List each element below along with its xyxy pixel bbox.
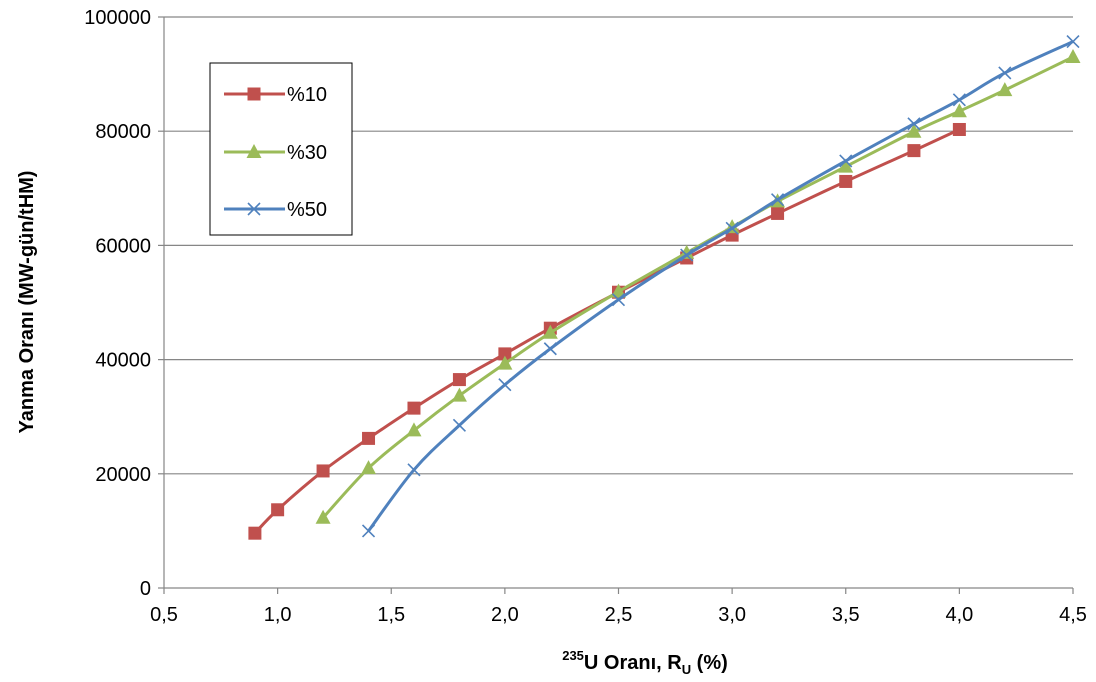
data-point xyxy=(771,193,785,207)
series-pct50 xyxy=(361,34,1080,538)
legend-label: %30 xyxy=(287,142,327,164)
y-tick-label: 60000 xyxy=(95,235,151,257)
data-point xyxy=(839,174,853,188)
x-tick-label: 2,0 xyxy=(491,604,519,626)
series-group xyxy=(248,34,1081,540)
data-point xyxy=(951,103,967,118)
axes xyxy=(158,16,1074,594)
data-point xyxy=(316,464,330,478)
data-point xyxy=(452,418,466,432)
x-axis-title-post: (%) xyxy=(691,652,728,674)
legend-swatch-marker xyxy=(246,144,262,158)
y-tick-label: 20000 xyxy=(95,464,151,486)
y-axis-title: Yanma Oranı (MW-gün/tHM) xyxy=(16,171,38,434)
data-point xyxy=(451,387,467,402)
y-tick-label: 100000 xyxy=(84,7,151,29)
series-line xyxy=(253,128,961,535)
data-point xyxy=(543,342,557,356)
data-point xyxy=(997,82,1013,97)
data-point xyxy=(998,66,1012,80)
x-tick-label: 4,0 xyxy=(945,604,973,626)
series-line xyxy=(367,40,1074,532)
data-point xyxy=(839,154,853,168)
x-tick-label: 2,5 xyxy=(605,604,633,626)
data-point xyxy=(248,526,262,540)
data-point xyxy=(1065,48,1081,63)
data-point xyxy=(611,293,626,307)
data-point xyxy=(407,463,421,477)
data-point xyxy=(838,158,854,173)
data-point xyxy=(361,524,376,538)
x-axis-title-subscript: U xyxy=(682,662,691,677)
x-tick-label: 0,5 xyxy=(150,604,178,626)
data-point xyxy=(907,144,921,158)
legend-swatch-marker xyxy=(247,87,261,101)
data-point xyxy=(771,206,785,220)
x-axis-title-main: U Oranı, R xyxy=(584,652,682,674)
data-point xyxy=(498,347,512,361)
y-tick-label: 40000 xyxy=(95,350,151,372)
data-point xyxy=(952,122,966,136)
legend-item: %10 xyxy=(224,84,327,106)
legend-label: %50 xyxy=(287,199,327,221)
legend-label: %10 xyxy=(287,84,327,106)
data-point xyxy=(361,460,377,475)
legend: %10 %30 %50 xyxy=(209,62,353,236)
data-point xyxy=(907,117,921,131)
legend-swatch-marker xyxy=(247,202,261,216)
x-tick-label: 3,5 xyxy=(832,604,860,626)
data-point xyxy=(1066,34,1080,49)
data-point xyxy=(407,401,421,415)
y-tick-label: 0 xyxy=(140,578,151,600)
data-point xyxy=(725,221,739,235)
series-pct10 xyxy=(248,122,966,540)
legend-item: %30 xyxy=(224,142,327,164)
data-point xyxy=(680,248,694,262)
data-point xyxy=(679,244,695,259)
data-point xyxy=(362,431,376,445)
x-tick-label: 3,0 xyxy=(718,604,746,626)
x-tick-label: 1,0 xyxy=(264,604,292,626)
legend-item: %50 xyxy=(224,199,327,221)
x-tick-labels: 0,5 1,0 1,5 2,0 2,5 3,0 3,5 4,0 4,5 xyxy=(150,604,1087,626)
data-point xyxy=(611,283,626,298)
x-tick-label: 1,5 xyxy=(377,604,405,626)
data-point xyxy=(271,503,285,517)
x-axis-title-superscript: 235 xyxy=(562,648,584,663)
data-point xyxy=(497,355,513,370)
legend-box xyxy=(209,62,353,236)
data-point xyxy=(498,378,512,392)
y-tick-label: 80000 xyxy=(95,121,151,143)
data-point xyxy=(906,123,922,138)
data-point xyxy=(406,422,422,437)
data-point xyxy=(315,509,331,524)
data-point xyxy=(952,93,966,107)
y-tick-labels: 0 20000 40000 60000 80000 100000 xyxy=(84,7,151,600)
x-axis-title: 235U Oranı, RU (%) xyxy=(562,648,728,677)
data-point xyxy=(542,324,558,339)
data-point xyxy=(452,373,466,387)
x-tick-label: 4,5 xyxy=(1059,604,1087,626)
